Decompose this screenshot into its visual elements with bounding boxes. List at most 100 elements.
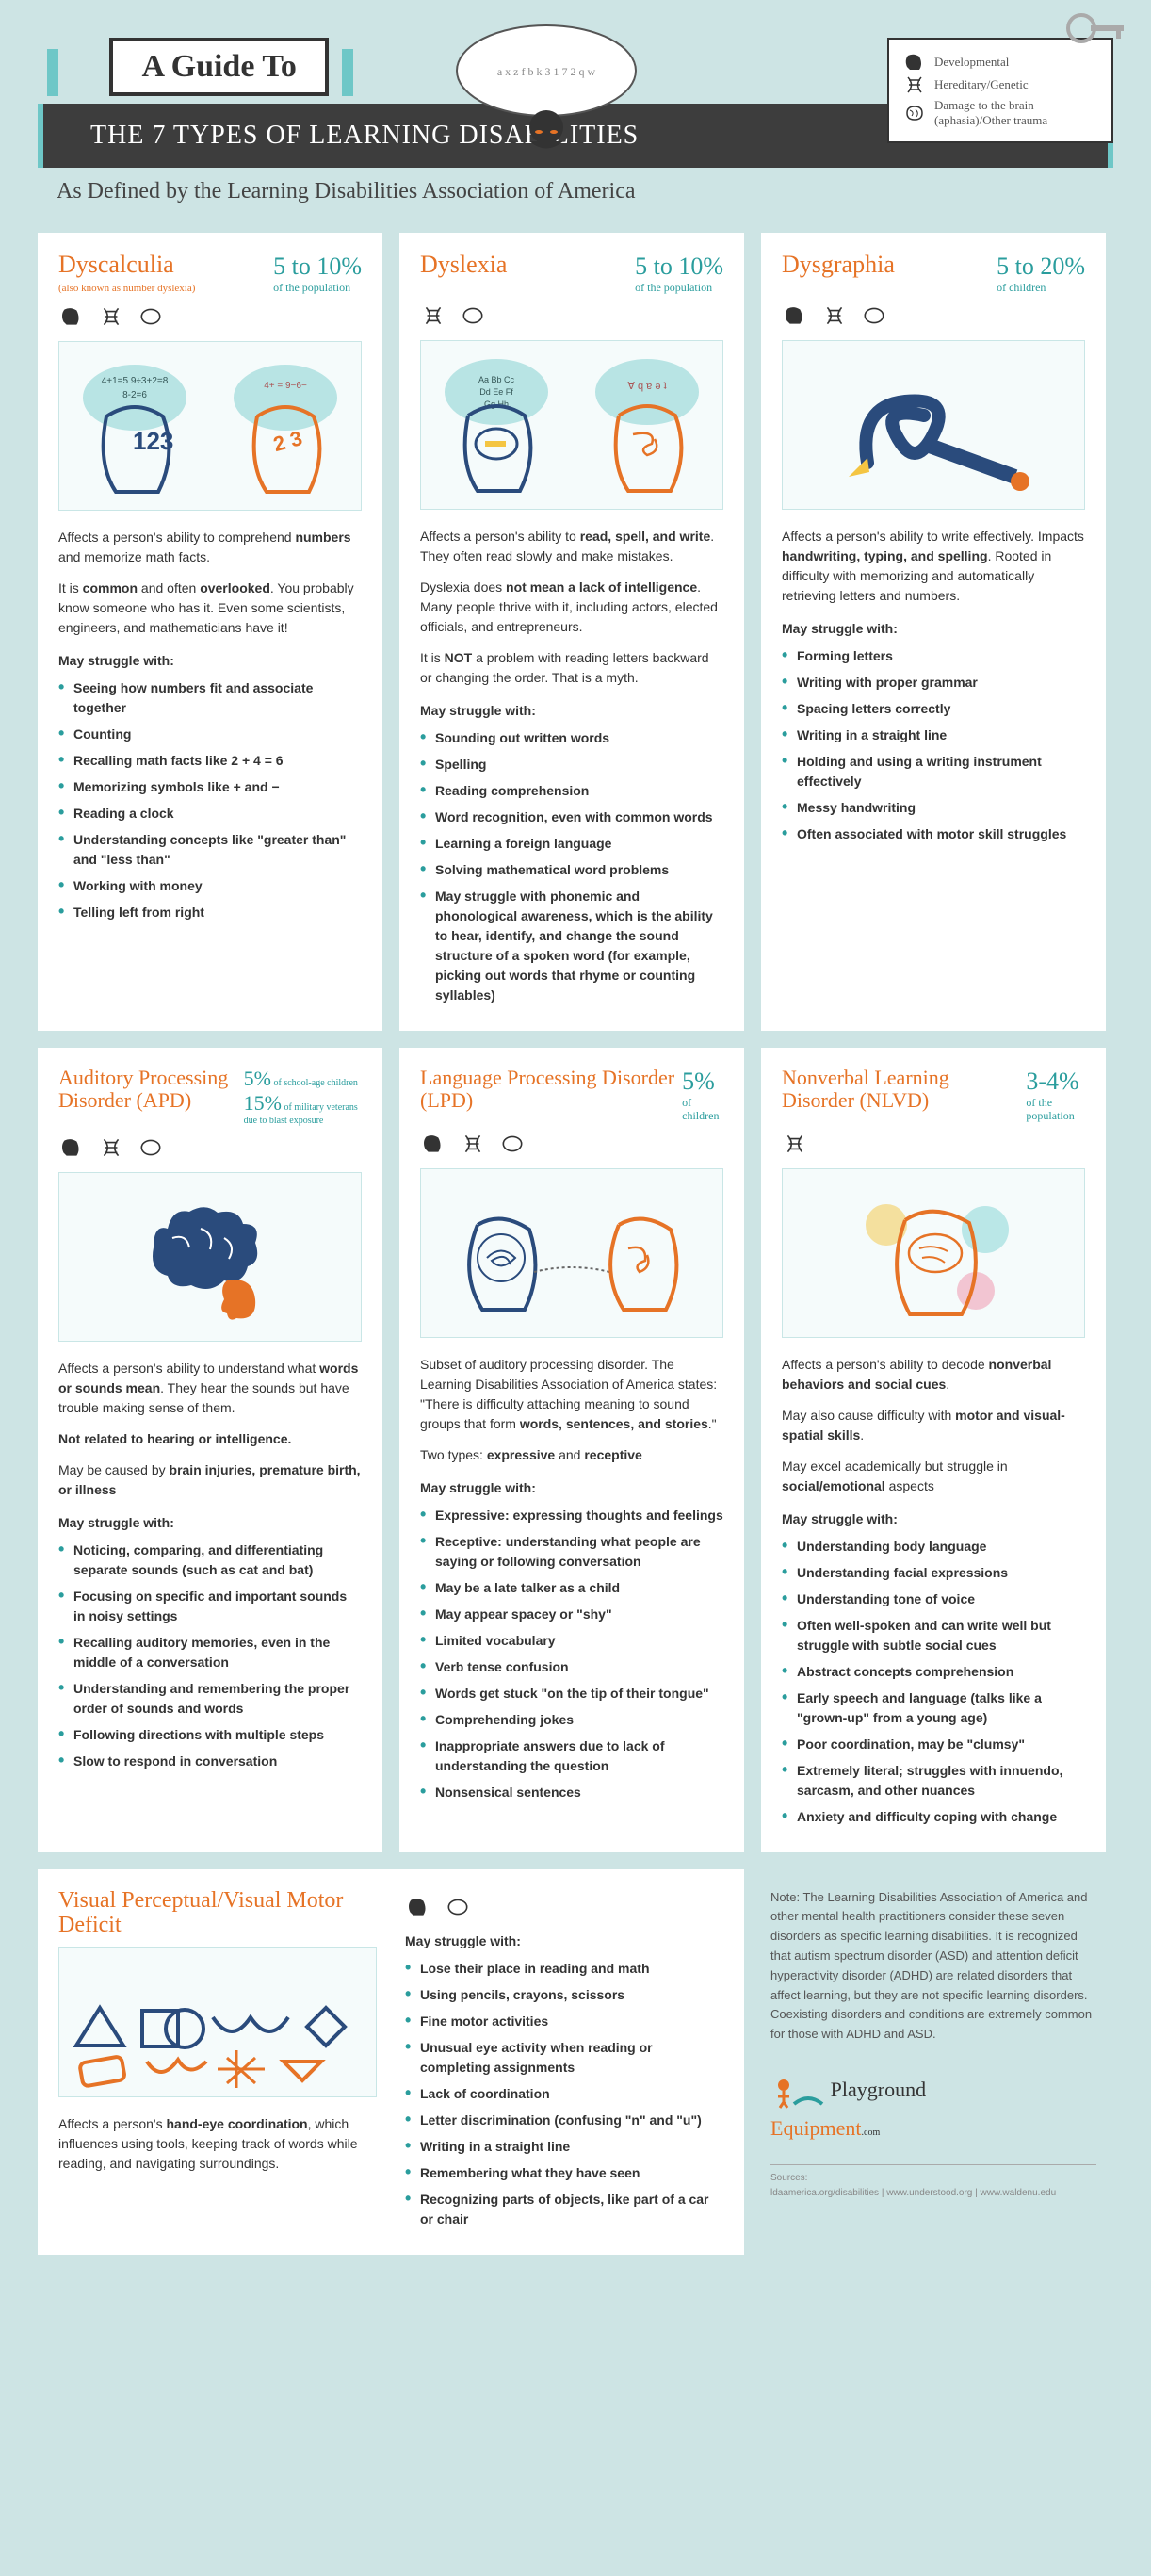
list-item: Recalling math facts like 2 + 4 = 6 (58, 751, 362, 771)
stat: 5% of school-age children 15% of militar… (244, 1067, 362, 1128)
list-item: Nonsensical sentences (420, 1783, 723, 1802)
head-icon (782, 304, 808, 327)
desc: May also cause difficulty with motor and… (782, 1406, 1085, 1445)
dna-icon (782, 1133, 808, 1155)
bullets: Sounding out written wordsSpellingReadin… (420, 728, 723, 1005)
svg-text:a x z f b k 3 1 7 2 q w: a x z f b k 3 1 7 2 q w (497, 65, 596, 78)
list-item: Following directions with multiple steps (58, 1725, 362, 1745)
cause-icons (58, 305, 362, 328)
cause-icons (420, 1133, 723, 1155)
desc: Two types: expressive and receptive (420, 1445, 723, 1465)
list-item: Reading comprehension (420, 781, 723, 801)
desc: Subset of auditory processing disorder. … (420, 1355, 723, 1434)
card-nlvd: Nonverbal Learning Disorder (NLVD) 3-4% … (761, 1048, 1106, 1852)
cause-icons (405, 1896, 723, 1918)
brain-icon (138, 1136, 164, 1159)
brain-icon (902, 104, 927, 122)
illustration-visual (58, 1947, 377, 2097)
desc: Affects a person's ability to read, spel… (420, 527, 723, 566)
card-visual: Visual Perceptual/Visual Motor Deficit A… (38, 1869, 744, 2255)
list-item: Lack of coordination (405, 2084, 723, 2104)
brain-icon (499, 1133, 526, 1155)
struggle-title: May struggle with: (58, 651, 362, 671)
brain-cloud-illustration: a x z f b k 3 1 7 2 q w (443, 19, 650, 151)
list-item: Slow to respond in conversation (58, 1752, 362, 1771)
list-item: Extremely literal; struggles with innuen… (782, 1761, 1085, 1801)
dna-icon (420, 304, 446, 327)
svg-text:8-2=6: 8-2=6 (122, 390, 147, 400)
list-item: Understanding body language (782, 1537, 1085, 1557)
illustration-lpd (420, 1168, 723, 1338)
subtitle: As Defined by the Learning Disabilities … (57, 179, 1113, 204)
cards-grid: Dyscalculia (also known as number dyslex… (38, 233, 1113, 2255)
list-item: Lose their place in reading and math (405, 1959, 723, 1979)
svg-text:4+ = 9−6−: 4+ = 9−6− (264, 381, 307, 391)
list-item: Messy handwriting (782, 798, 1085, 818)
struggle-title: May struggle with: (58, 1513, 362, 1533)
list-item: Solving mathematical word problems (420, 860, 723, 880)
list-item: Writing in a straight line (782, 726, 1085, 745)
legend-box: Developmental Hereditary/Genetic Damage … (887, 38, 1113, 143)
list-item: Counting (58, 725, 362, 744)
illustration-dyscalculia: 4+1=5 9÷3+2=8 8-2=6 123 4+ = 9−6− 2 3 (58, 341, 362, 511)
cause-icons (782, 304, 1085, 327)
desc: May excel academically but struggle in s… (782, 1457, 1085, 1496)
list-item: May appear spacey or "shy" (420, 1605, 723, 1624)
illustration-nlvd (782, 1168, 1085, 1338)
list-item: Abstract concepts comprehension (782, 1662, 1085, 1682)
cause-icons (420, 304, 723, 327)
card-title: Dyscalculia (58, 252, 195, 279)
stat: 5 to 20% of children (997, 252, 1085, 295)
bullets: Understanding body language Understanding… (782, 1537, 1085, 1827)
list-item: Unusual eye activity when reading or com… (405, 2038, 723, 2078)
illustration-dyslexia: Aa Bb Cc Dd Ee Ff Gg Hh ∀ q ɐ ǝ ʇ (420, 340, 723, 510)
dna-icon (98, 305, 124, 328)
card-title: Dyslexia (420, 252, 507, 279)
list-item: Telling left from right (58, 903, 362, 922)
list-item: Writing in a straight line (405, 2137, 723, 2157)
desc: Affects a person's hand-eye coordination… (58, 2114, 377, 2174)
list-item: Understanding tone of voice (782, 1590, 1085, 1609)
card-title: Visual Perceptual/Visual Motor Deficit (58, 1888, 377, 1938)
card-lpd: Language Processing Disorder (LPD) 5% of… (399, 1048, 744, 1852)
list-item: Fine motor activities (405, 2012, 723, 2031)
list-item: May struggle with phonemic and phonologi… (420, 887, 723, 1005)
bullets: Forming lettersWriting with proper gramm… (782, 646, 1085, 844)
stat: 5 to 10% of the population (635, 252, 723, 295)
list-item: Using pencils, crayons, scissors (405, 1985, 723, 2005)
head-icon (405, 1896, 431, 1918)
list-item: Inappropriate answers due to lack of und… (420, 1736, 723, 1776)
logo: PlaygroundEquipment.com (770, 2073, 1096, 2145)
list-item: Often associated with motor skill strugg… (782, 824, 1085, 844)
list-item: Reading a clock (58, 804, 362, 823)
struggle-title: May struggle with: (782, 1509, 1085, 1529)
illustration-dysgraphia (782, 340, 1085, 510)
head-icon (420, 1133, 446, 1155)
struggle-title: May struggle with: (782, 619, 1085, 639)
head-icon (902, 53, 927, 72)
card-title: Language Processing Disorder (LPD) (420, 1067, 682, 1112)
bullets: Lose their place in reading and math Usin… (405, 1959, 723, 2229)
list-item: Writing with proper grammar (782, 673, 1085, 693)
list-item: Memorizing symbols like + and − (58, 777, 362, 797)
bullets: Expressive: expressing thoughts and feel… (420, 1506, 723, 1802)
list-item: Comprehending jokes (420, 1710, 723, 1730)
list-item: Spelling (420, 755, 723, 774)
brain-icon (460, 304, 486, 327)
list-item: Limited vocabulary (420, 1631, 723, 1651)
list-item: Learning a foreign language (420, 834, 723, 854)
legend-damage: Damage to the brain (aphasia)/Other trau… (934, 98, 1098, 128)
list-item: Understanding concepts like "greater tha… (58, 830, 362, 870)
desc: It is common and often overlooked. You p… (58, 579, 362, 638)
card-title: Nonverbal Learning Disorder (NLVD) (782, 1067, 1026, 1112)
desc: It is NOT a problem with reading letters… (420, 648, 723, 688)
dna-icon (821, 304, 848, 327)
title-box: A Guide To (109, 38, 328, 96)
svg-text:123: 123 (133, 427, 173, 455)
card-dyscalculia: Dyscalculia (also known as number dyslex… (38, 233, 382, 1031)
cause-icons (58, 1136, 362, 1159)
desc: May be caused by brain injuries, prematu… (58, 1460, 362, 1500)
legend-developmental: Developmental (934, 55, 1009, 70)
desc: Not related to hearing or intelligence. (58, 1429, 362, 1449)
list-item: Recalling auditory memories, even in the… (58, 1633, 362, 1672)
